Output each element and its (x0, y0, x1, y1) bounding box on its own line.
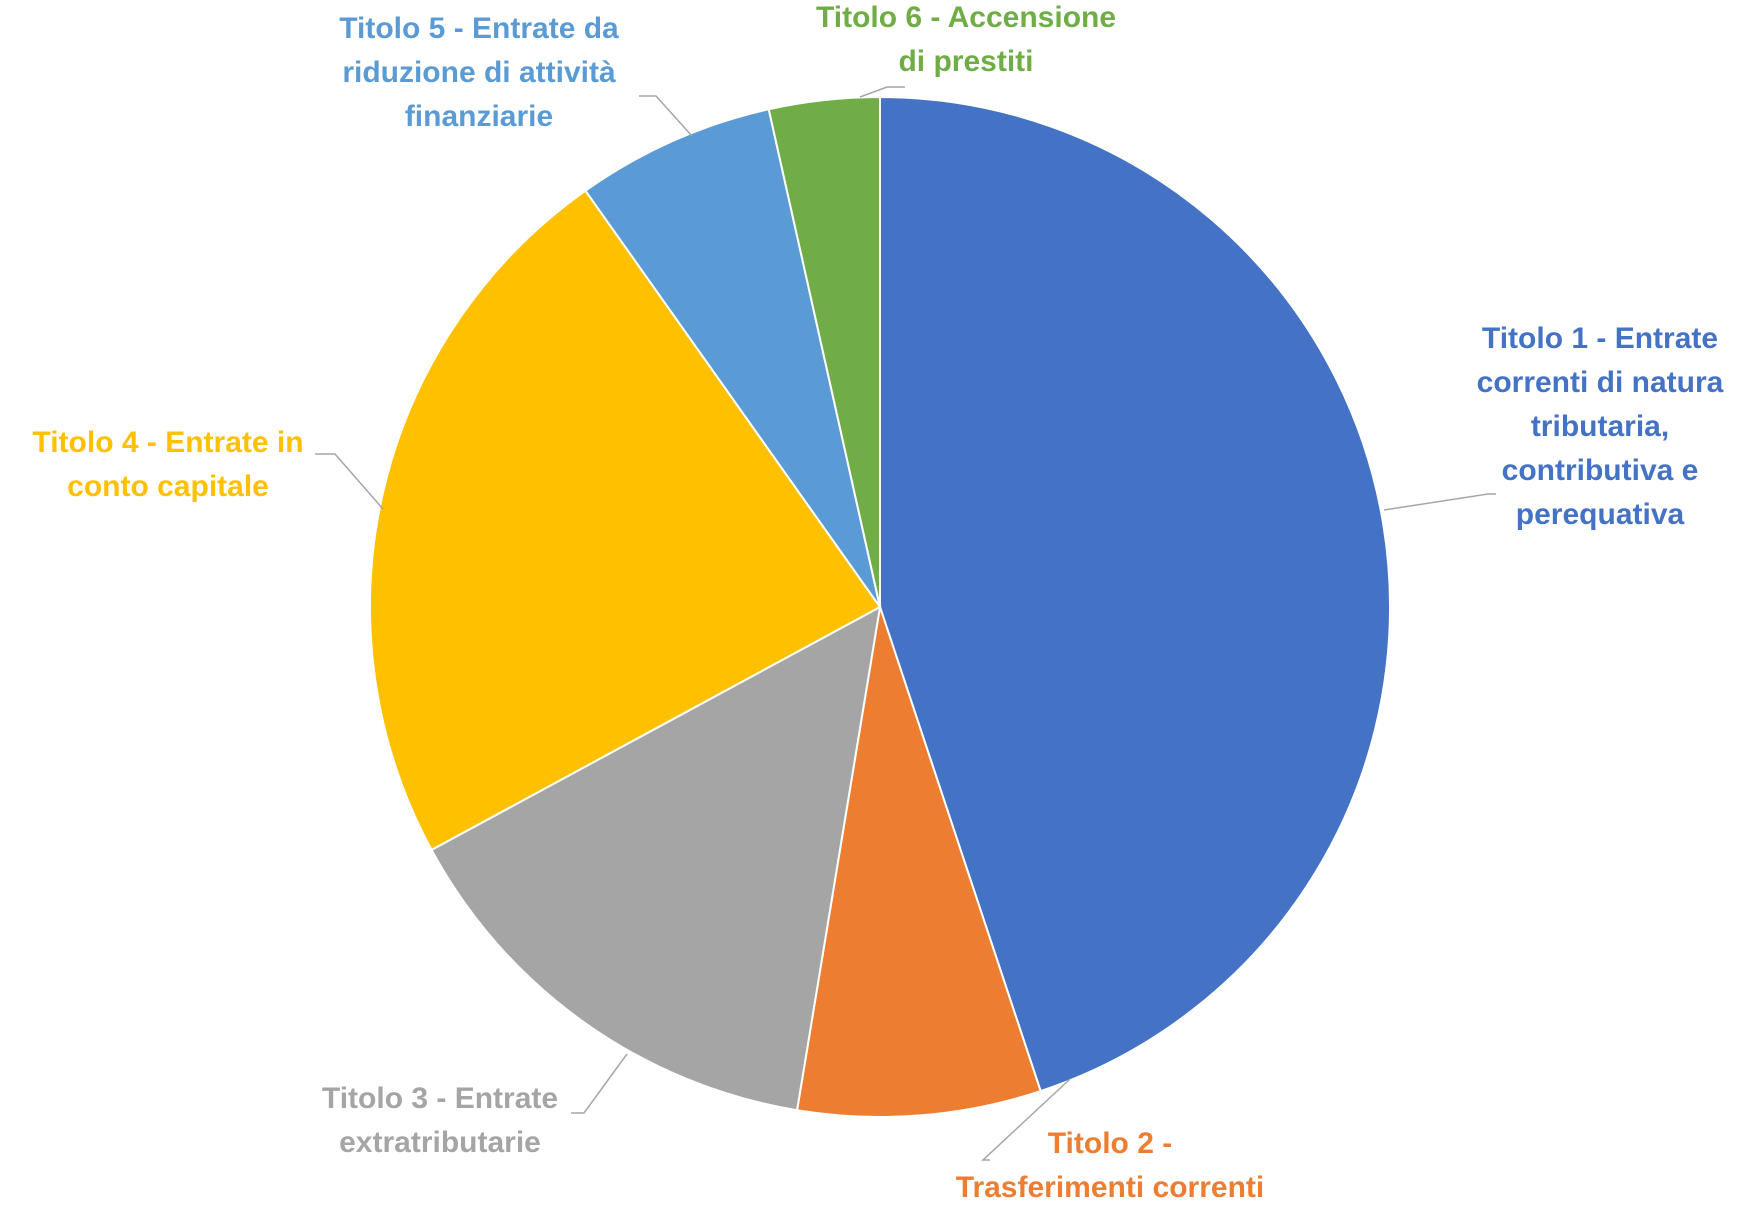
data-label-line: contributiva e (1502, 454, 1699, 487)
data-label-line: Trasferimenti correnti (956, 1171, 1264, 1204)
pie-slice-titolo-4 (369, 189, 882, 852)
data-label-line: Titolo 1 - Entrate (1482, 322, 1718, 355)
leader-line-titolo-5 (639, 95, 693, 137)
data-label-titolo-5: Titolo 5 - Entrate da riduzione di attivi… (339, 12, 619, 133)
data-label-line: Titolo 2 - (1048, 1127, 1172, 1160)
data-label-titolo-6: Titolo 6 - Accensione di prestiti (816, 1, 1116, 78)
data-label-line: riduzione di attività (342, 56, 616, 89)
data-label-line: di prestiti (898, 45, 1033, 78)
leader-line-titolo-1 (1383, 493, 1496, 511)
data-label-line: Titolo 3 - Entrate (322, 1082, 558, 1115)
data-label-line: Titolo 6 - Accensione (816, 1, 1116, 34)
slice-labels: Titolo 1 - Entrate correnti di natura trib… (32, 1, 1723, 1204)
pie-slices (369, 95, 1391, 1118)
data-label-line: perequativa (1516, 498, 1685, 531)
data-label-line: tributaria, (1531, 410, 1669, 443)
pie-slice-titolo-6 (767, 95, 881, 608)
data-label-line: extratributarie (339, 1126, 541, 1159)
leader-line-titolo-2 (981, 1078, 1071, 1161)
leader-line-titolo-4 (315, 453, 384, 510)
data-label-titolo-1: Titolo 1 - Entrate correnti di natura trib… (1477, 322, 1724, 531)
pie-slice-titolo-2 (795, 606, 1042, 1118)
pie-slice-titolo-1 (879, 95, 1391, 1093)
data-label-titolo-2: Titolo 2 - Trasferimenti correnti (956, 1127, 1264, 1204)
data-label-line: finanziarie (405, 100, 553, 133)
data-label-line: Titolo 5 - Entrate da (339, 12, 619, 45)
data-label-line: conto capitale (67, 470, 269, 503)
pie-slice-titolo-3 (430, 605, 882, 1112)
leader-line-titolo-6 (859, 86, 905, 98)
leader-line-titolo-3 (571, 1053, 628, 1114)
pie-slice-titolo-5 (584, 108, 881, 608)
data-label-titolo-3: Titolo 3 - Entrate extratributarie (322, 1082, 558, 1159)
data-label-line: Titolo 4 - Entrate in (32, 426, 303, 459)
data-label-titolo-4: Titolo 4 - Entrate in conto capitale (32, 426, 303, 503)
data-label-line: correnti di natura (1477, 366, 1724, 399)
leader-lines (315, 86, 1496, 1161)
